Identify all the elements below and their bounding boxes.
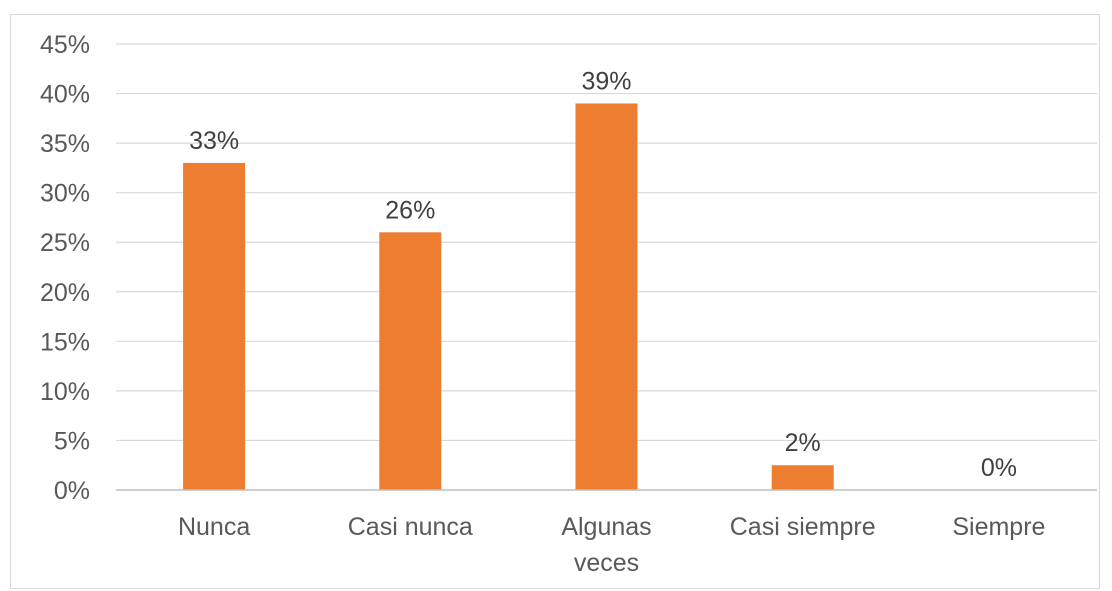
bars [183, 103, 834, 491]
category-label-line: Casi nunca [348, 513, 473, 541]
y-tick-label: 25% [40, 229, 90, 257]
data-label: 39% [581, 67, 631, 95]
bar [575, 103, 638, 490]
y-tick-label: 20% [40, 279, 90, 307]
y-axis-tick-labels: 0% 5% 10% 15% 20% 25% 30% 35% 40% 45% [40, 31, 90, 505]
data-labels: 33% 26% 39% 2% 0% [189, 67, 1017, 482]
x-axis-category-labels: Nunca Casi nunca Algunas veces Casi siempre S… [178, 513, 1045, 577]
bar [379, 232, 442, 491]
category-label: Casi nunca [348, 513, 473, 541]
category-label-line: Algunas [561, 513, 651, 541]
y-tick-label: 35% [40, 130, 90, 158]
category-label-line: veces [574, 549, 639, 577]
category-label-line: Nunca [178, 513, 250, 541]
category-label-line: Siempre [952, 513, 1045, 541]
y-tick-label: 40% [40, 81, 90, 109]
bar [771, 465, 834, 490]
data-label: 2% [785, 429, 821, 457]
category-label: Siempre [952, 513, 1045, 541]
y-tick-label: 0% [54, 477, 90, 505]
data-label: 0% [981, 454, 1017, 482]
bar [183, 162, 246, 490]
category-label: Algunas veces [561, 513, 651, 577]
y-tick-label: 30% [40, 180, 90, 208]
category-label: Nunca [178, 513, 250, 541]
y-tick-label: 45% [40, 31, 90, 59]
y-tick-label: 15% [40, 328, 90, 356]
data-label: 26% [385, 196, 435, 224]
category-label: Casi siempre [730, 513, 876, 541]
data-label: 33% [189, 127, 239, 155]
category-label-line: Casi siempre [730, 513, 876, 541]
y-tick-label: 10% [40, 378, 90, 406]
y-tick-label: 5% [54, 427, 90, 455]
